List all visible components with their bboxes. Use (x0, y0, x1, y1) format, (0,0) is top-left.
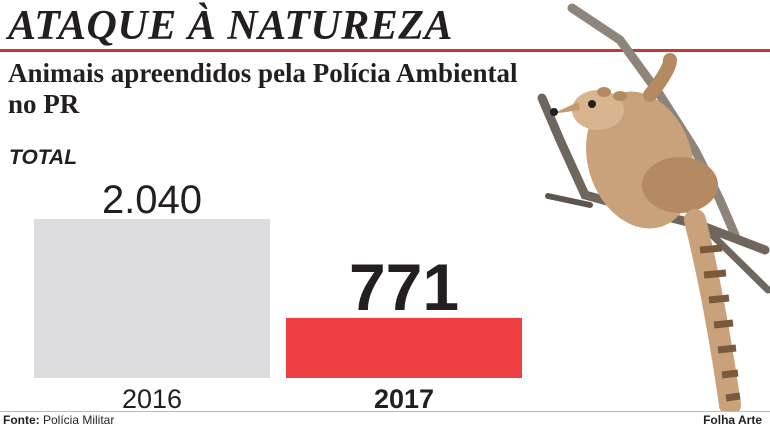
footer-rule (0, 411, 770, 412)
headline-rule (0, 49, 770, 52)
headline: ATAQUE À NATUREZA (8, 3, 453, 49)
coati-tail (684, 209, 741, 412)
source-label: Fonte: (3, 413, 40, 427)
bar-2016 (34, 219, 270, 378)
coati-body (550, 53, 718, 229)
chart-subtitle: Animais apreendidos pela Polícia Ambient… (8, 58, 518, 119)
category-label-2017: 2017 (374, 384, 434, 414)
coati-icon (537, 3, 770, 412)
bar-2017 (286, 317, 522, 378)
source-text: Polícia Militar (43, 413, 115, 427)
value-label-2016: 2.040 (102, 178, 202, 222)
source-note: Fonte: Polícia Militar (3, 413, 114, 427)
credit-note: Folha Arte (703, 413, 762, 427)
value-label-2017: 771 (349, 250, 459, 324)
chart-title: TOTAL (9, 146, 78, 169)
category-label-2016: 2016 (122, 384, 182, 414)
